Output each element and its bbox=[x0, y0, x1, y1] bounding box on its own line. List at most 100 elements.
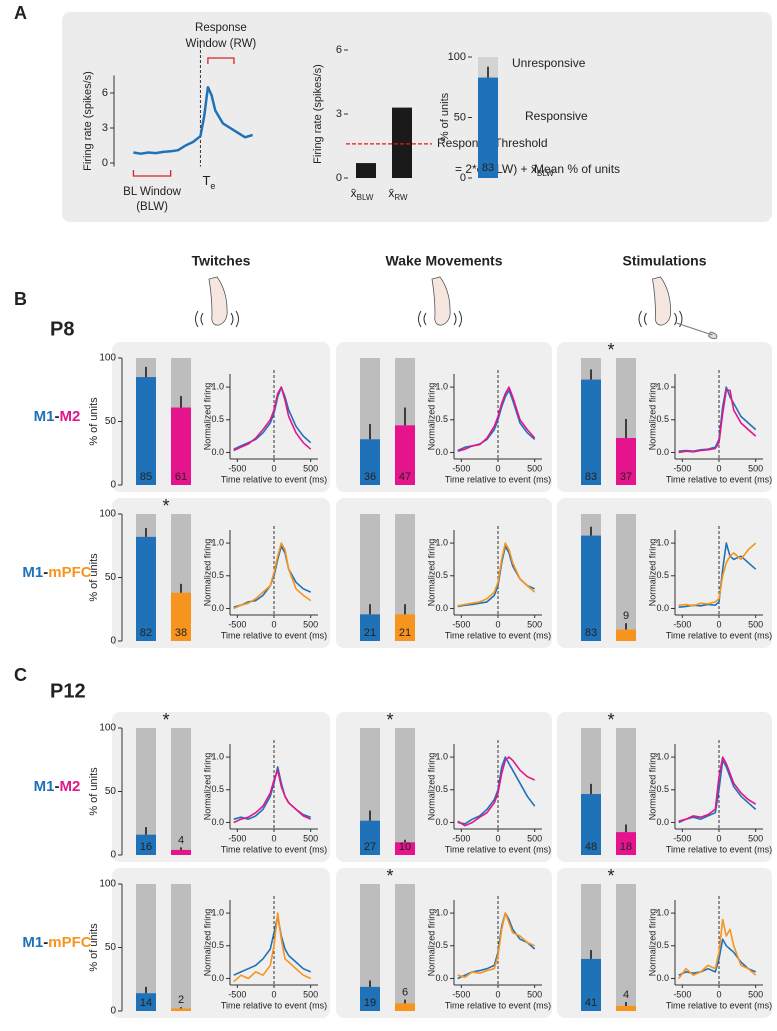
panel-label: C bbox=[14, 665, 27, 685]
value-label: 38 bbox=[175, 627, 187, 639]
value-label: 82 bbox=[140, 627, 152, 639]
x-tick-label: 0 bbox=[271, 833, 276, 843]
y-tick-label: 0.0 bbox=[656, 447, 669, 457]
bar bbox=[395, 842, 415, 855]
y-axis-label: Firing rate (spikes/s) bbox=[82, 71, 94, 171]
value-label: 9 bbox=[623, 610, 629, 622]
x-tick-label: 500 bbox=[527, 463, 542, 473]
x-tick-label: -500 bbox=[228, 989, 246, 999]
pair-label: M1-mPFC bbox=[22, 564, 91, 581]
significance-marker: * bbox=[386, 710, 393, 730]
x-axis-label: Time relative to event (ms) bbox=[221, 474, 327, 484]
value-label: 83 bbox=[482, 162, 494, 174]
x-tick-label: -500 bbox=[673, 619, 691, 629]
y-tick-label: 1.0 bbox=[656, 381, 669, 391]
y-tick-label: 0.0 bbox=[211, 603, 224, 613]
cell-box bbox=[557, 342, 772, 492]
value-label: 85 bbox=[140, 471, 152, 483]
x-tick-label: -500 bbox=[228, 619, 246, 629]
x-tick-label: 0 bbox=[271, 619, 276, 629]
pair-separator: - bbox=[55, 408, 60, 425]
y-tick-label: 3 bbox=[336, 108, 342, 120]
x-tick-label: x̄RW bbox=[388, 186, 408, 202]
y-axis-label: Normalized firing bbox=[426, 383, 436, 451]
annotation: BL Window bbox=[123, 186, 181, 198]
x-tick-label: -500 bbox=[452, 619, 470, 629]
y-tick-label: 0.5 bbox=[211, 784, 224, 794]
bar bbox=[136, 536, 156, 641]
x-tick-label: -500 bbox=[673, 989, 691, 999]
series-line bbox=[233, 542, 312, 610]
cell-box bbox=[112, 498, 330, 648]
value-label: 21 bbox=[399, 627, 411, 639]
annotation: Window (RW) bbox=[186, 38, 257, 50]
event-label-subscript: e bbox=[210, 181, 215, 191]
y-axis-label: Normalized firing bbox=[426, 753, 436, 821]
y-tick-label: 0.0 bbox=[435, 817, 448, 827]
cell-box bbox=[336, 868, 552, 1018]
bar bbox=[360, 614, 380, 641]
x-tick-label: -500 bbox=[228, 833, 246, 843]
y-tick-label: 1.0 bbox=[435, 537, 448, 547]
x-tick-label: 0 bbox=[495, 619, 500, 629]
bar-background bbox=[171, 884, 191, 1011]
tremor bbox=[418, 310, 462, 328]
value-label: 61 bbox=[175, 471, 187, 483]
series-line bbox=[233, 769, 312, 824]
y-tick-label: 50 bbox=[105, 942, 117, 953]
significance-marker: * bbox=[607, 340, 614, 360]
tremor bbox=[638, 310, 683, 328]
bar-background bbox=[360, 514, 380, 641]
bar bbox=[136, 834, 156, 855]
series-line bbox=[457, 386, 536, 452]
y-axis-label: % of units bbox=[439, 92, 451, 141]
y-tick-label: 1.0 bbox=[656, 907, 669, 917]
value-label: 18 bbox=[620, 841, 632, 853]
paw-icon bbox=[638, 276, 718, 340]
y-tick-label: 100 bbox=[99, 353, 116, 364]
y-tick-label: 1.0 bbox=[656, 751, 669, 761]
y-axis-label: % of units bbox=[88, 553, 100, 602]
category-symbol: x̄ bbox=[351, 186, 357, 200]
y-axis-label: % of units bbox=[88, 397, 100, 446]
y-tick-label: 100 bbox=[448, 51, 466, 63]
series-line bbox=[233, 912, 312, 983]
bar bbox=[581, 379, 601, 485]
y-tick-label: 1.0 bbox=[211, 907, 224, 917]
paw-icon bbox=[418, 276, 462, 328]
x-axis-label: Time relative to event (ms) bbox=[221, 844, 327, 854]
series-line bbox=[678, 542, 757, 607]
y-tick-label: 0 bbox=[460, 172, 466, 184]
age-label: P12 bbox=[50, 680, 86, 702]
pair-label: M1-mPFC bbox=[22, 934, 91, 951]
x-tick-label: 0 bbox=[495, 833, 500, 843]
series-line bbox=[678, 389, 757, 454]
bar-background bbox=[171, 728, 191, 855]
series-line bbox=[133, 85, 253, 155]
value-label: 2 bbox=[178, 994, 184, 1006]
x-tick-label: 500 bbox=[303, 463, 318, 473]
series-line bbox=[678, 918, 757, 979]
pair-second: M2 bbox=[60, 408, 81, 425]
cell-box bbox=[557, 498, 772, 648]
bar-background bbox=[395, 884, 415, 1011]
bar bbox=[360, 439, 380, 485]
y-tick-label: 0 bbox=[102, 157, 108, 169]
bar bbox=[616, 629, 636, 641]
paw bbox=[431, 276, 451, 326]
x-axis-label: Time relative to event (ms) bbox=[221, 1000, 327, 1010]
bar bbox=[581, 794, 601, 855]
bar bbox=[171, 592, 191, 641]
y-tick-label: 0.5 bbox=[435, 414, 448, 424]
bar bbox=[171, 407, 191, 485]
y-tick-label: 0.5 bbox=[211, 940, 224, 950]
x-axis-label: Time relative to event (ms) bbox=[221, 630, 327, 640]
x-tick-label: 0 bbox=[716, 833, 721, 843]
y-tick-label: 1.0 bbox=[211, 537, 224, 547]
category-symbol: x̄ bbox=[388, 186, 394, 200]
value-label: 27 bbox=[364, 841, 376, 853]
value-label: 19 bbox=[364, 997, 376, 1009]
y-tick-label: 100 bbox=[99, 723, 116, 734]
significance-marker: * bbox=[162, 496, 169, 516]
x-axis-label: Time relative to event (ms) bbox=[445, 630, 551, 640]
